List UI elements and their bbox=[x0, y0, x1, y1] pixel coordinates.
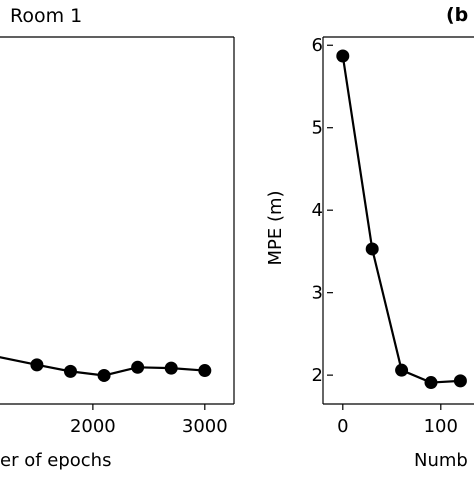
x-tick-label: 0 bbox=[337, 416, 348, 437]
left-x-axis-label: er of epochs bbox=[0, 450, 111, 471]
right-y-axis-label: MPE (m) bbox=[265, 190, 286, 265]
right-x-axis-label: Numb bbox=[414, 450, 468, 471]
y-tick-label: 6 bbox=[312, 35, 323, 56]
data-point bbox=[30, 358, 44, 372]
y-tick-label: 4 bbox=[312, 200, 323, 221]
left-panel-title: Room 1 bbox=[10, 5, 82, 27]
x-tick-label: 2000 bbox=[70, 416, 116, 437]
y-tick-label: 2 bbox=[312, 365, 323, 386]
series-line bbox=[341, 55, 461, 384]
right-series bbox=[336, 49, 467, 390]
x-tick-label: 100 bbox=[424, 416, 458, 437]
right-panel-tag: (b bbox=[446, 4, 468, 26]
data-point bbox=[395, 363, 409, 377]
data-point bbox=[164, 361, 178, 375]
data-point bbox=[63, 364, 77, 378]
data-point bbox=[336, 49, 350, 63]
data-point bbox=[198, 364, 212, 378]
data-point bbox=[97, 368, 111, 382]
data-point bbox=[453, 374, 467, 388]
left-chart: 2000 3000 er of epochs bbox=[0, 36, 235, 471]
left-x-ticks: 2000 3000 bbox=[70, 404, 228, 437]
right-x-ticks: 0 100 bbox=[337, 404, 458, 437]
data-point bbox=[424, 376, 438, 390]
data-point bbox=[365, 242, 379, 256]
right-chart: 2 3 4 5 6 0 100 MPE (m) Numb bbox=[265, 35, 474, 471]
left-series bbox=[0, 356, 212, 382]
right-y-ticks: 2 3 4 5 6 bbox=[312, 35, 333, 386]
y-tick-label: 5 bbox=[312, 118, 323, 139]
data-point bbox=[131, 360, 145, 374]
x-tick-label: 3000 bbox=[182, 416, 228, 437]
y-tick-label: 3 bbox=[312, 283, 323, 304]
